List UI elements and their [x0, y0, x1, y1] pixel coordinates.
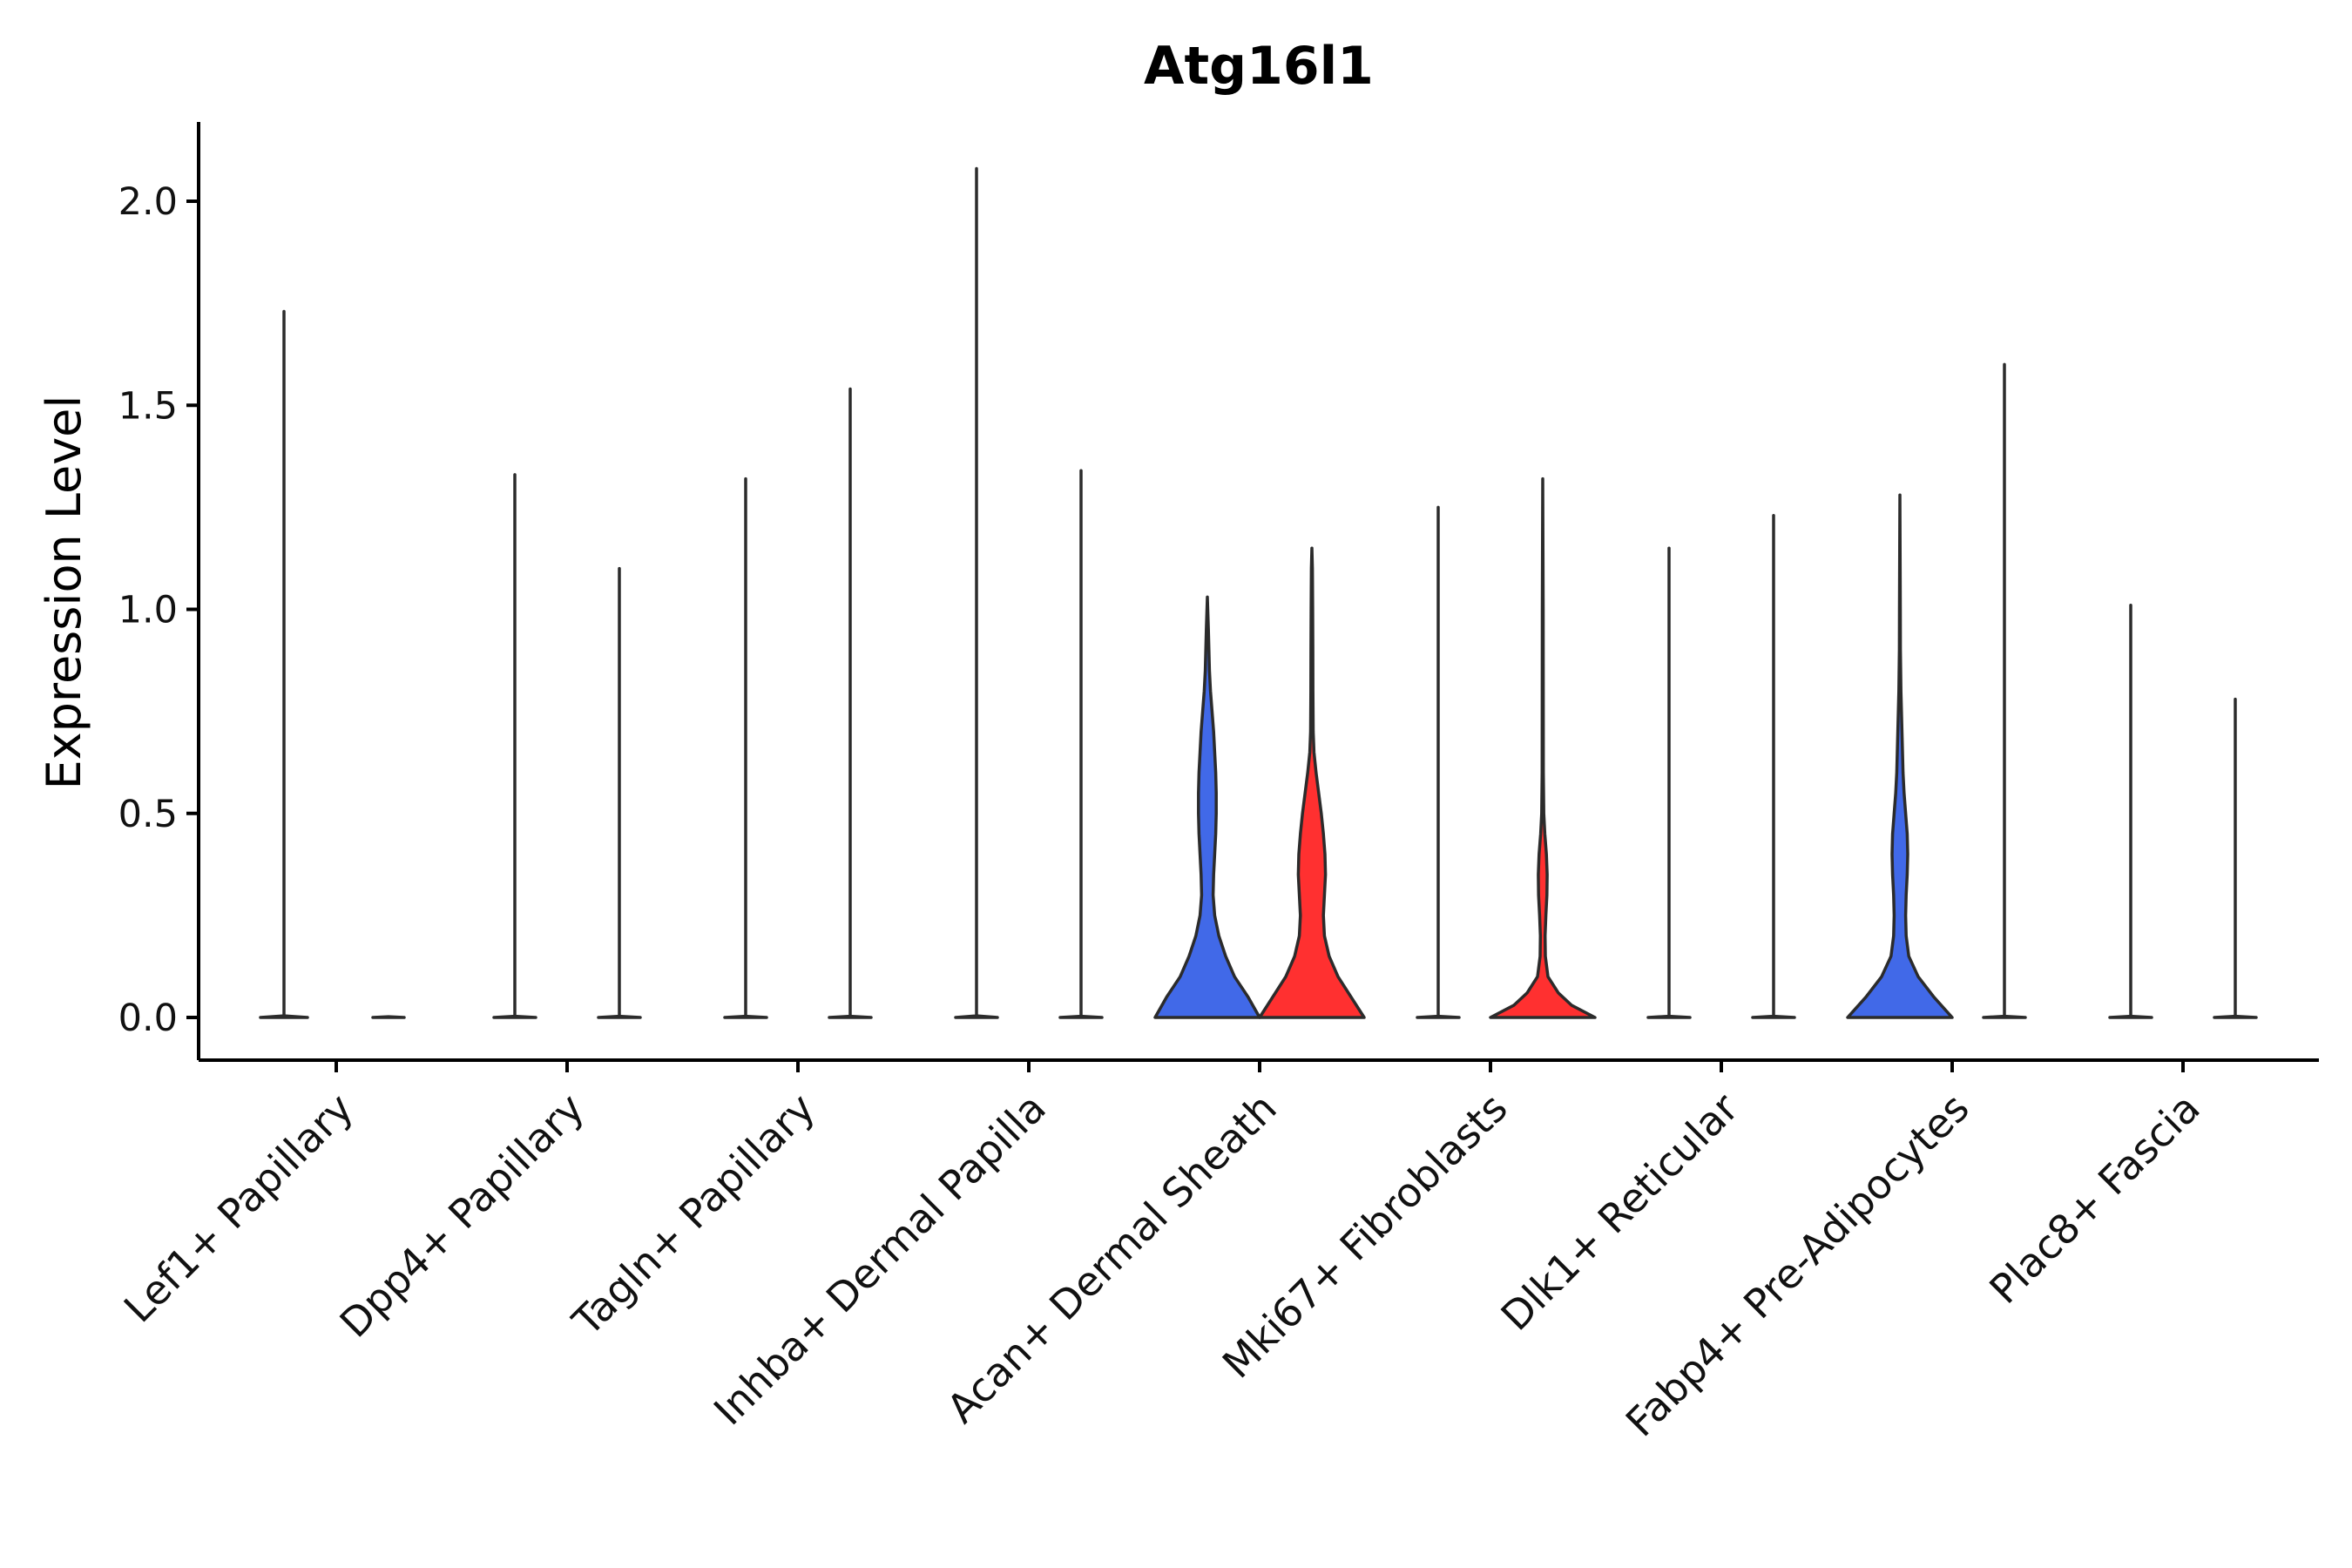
- violin-mki67-fibroblasts-right: [1489, 476, 1597, 1019]
- violin-acan-dermal-sheath-right: [1258, 546, 1366, 1019]
- violin-fabp4-pre-adipocytes-left: [1846, 493, 1954, 1019]
- y-axis-label: Expression Level: [37, 395, 91, 790]
- violin-inhba-dermal-papilla-left: [954, 166, 999, 1019]
- violin-tagln-papillary-left: [723, 476, 768, 1019]
- violin-layer: [259, 166, 2258, 1019]
- x-tick-label-dlk1-reticular: Dlk1+ Reticular: [1492, 1085, 1747, 1340]
- y-tick-label: 2.0: [118, 180, 178, 224]
- violin-acan-dermal-sheath-left: [1153, 595, 1261, 1019]
- violin-lef1-papillary-left: [259, 309, 309, 1019]
- violin-tagln-papillary-right: [828, 387, 873, 1019]
- violin-plac8-fascia-right: [2213, 697, 2258, 1019]
- violin-plac8-fascia-left: [2108, 604, 2153, 1019]
- violin-dlk1-reticular-right: [1751, 513, 1796, 1019]
- violin-fabp4-pre-adipocytes-right: [1982, 362, 2027, 1019]
- y-tick-label: 1.5: [118, 384, 178, 428]
- violin-dlk1-reticular-left: [1646, 546, 1692, 1019]
- chart-title: Atg16l1: [1144, 36, 1374, 97]
- y-tick-label: 0.5: [118, 793, 178, 836]
- violin-dpp4-papillary-right: [597, 566, 642, 1019]
- x-tick-label-dpp4-papillary: Dpp4+ Papillary: [331, 1085, 593, 1347]
- x-tick-label-plac8-fascia: Plac8+ Fascia: [1980, 1085, 2208, 1313]
- violin-dpp4-papillary-left: [492, 473, 537, 1019]
- violin-inhba-dermal-papilla-right: [1058, 469, 1104, 1019]
- y-tick-label: 0.0: [118, 997, 178, 1040]
- violin-mki67-fibroblasts-left: [1416, 505, 1461, 1019]
- y-tick-label: 1.0: [118, 589, 178, 632]
- x-tick-label-tagln-papillary: Tagln+ Papillary: [563, 1085, 824, 1346]
- x-tick-label-lef1-papillary: Lef1+ Papillary: [115, 1085, 362, 1332]
